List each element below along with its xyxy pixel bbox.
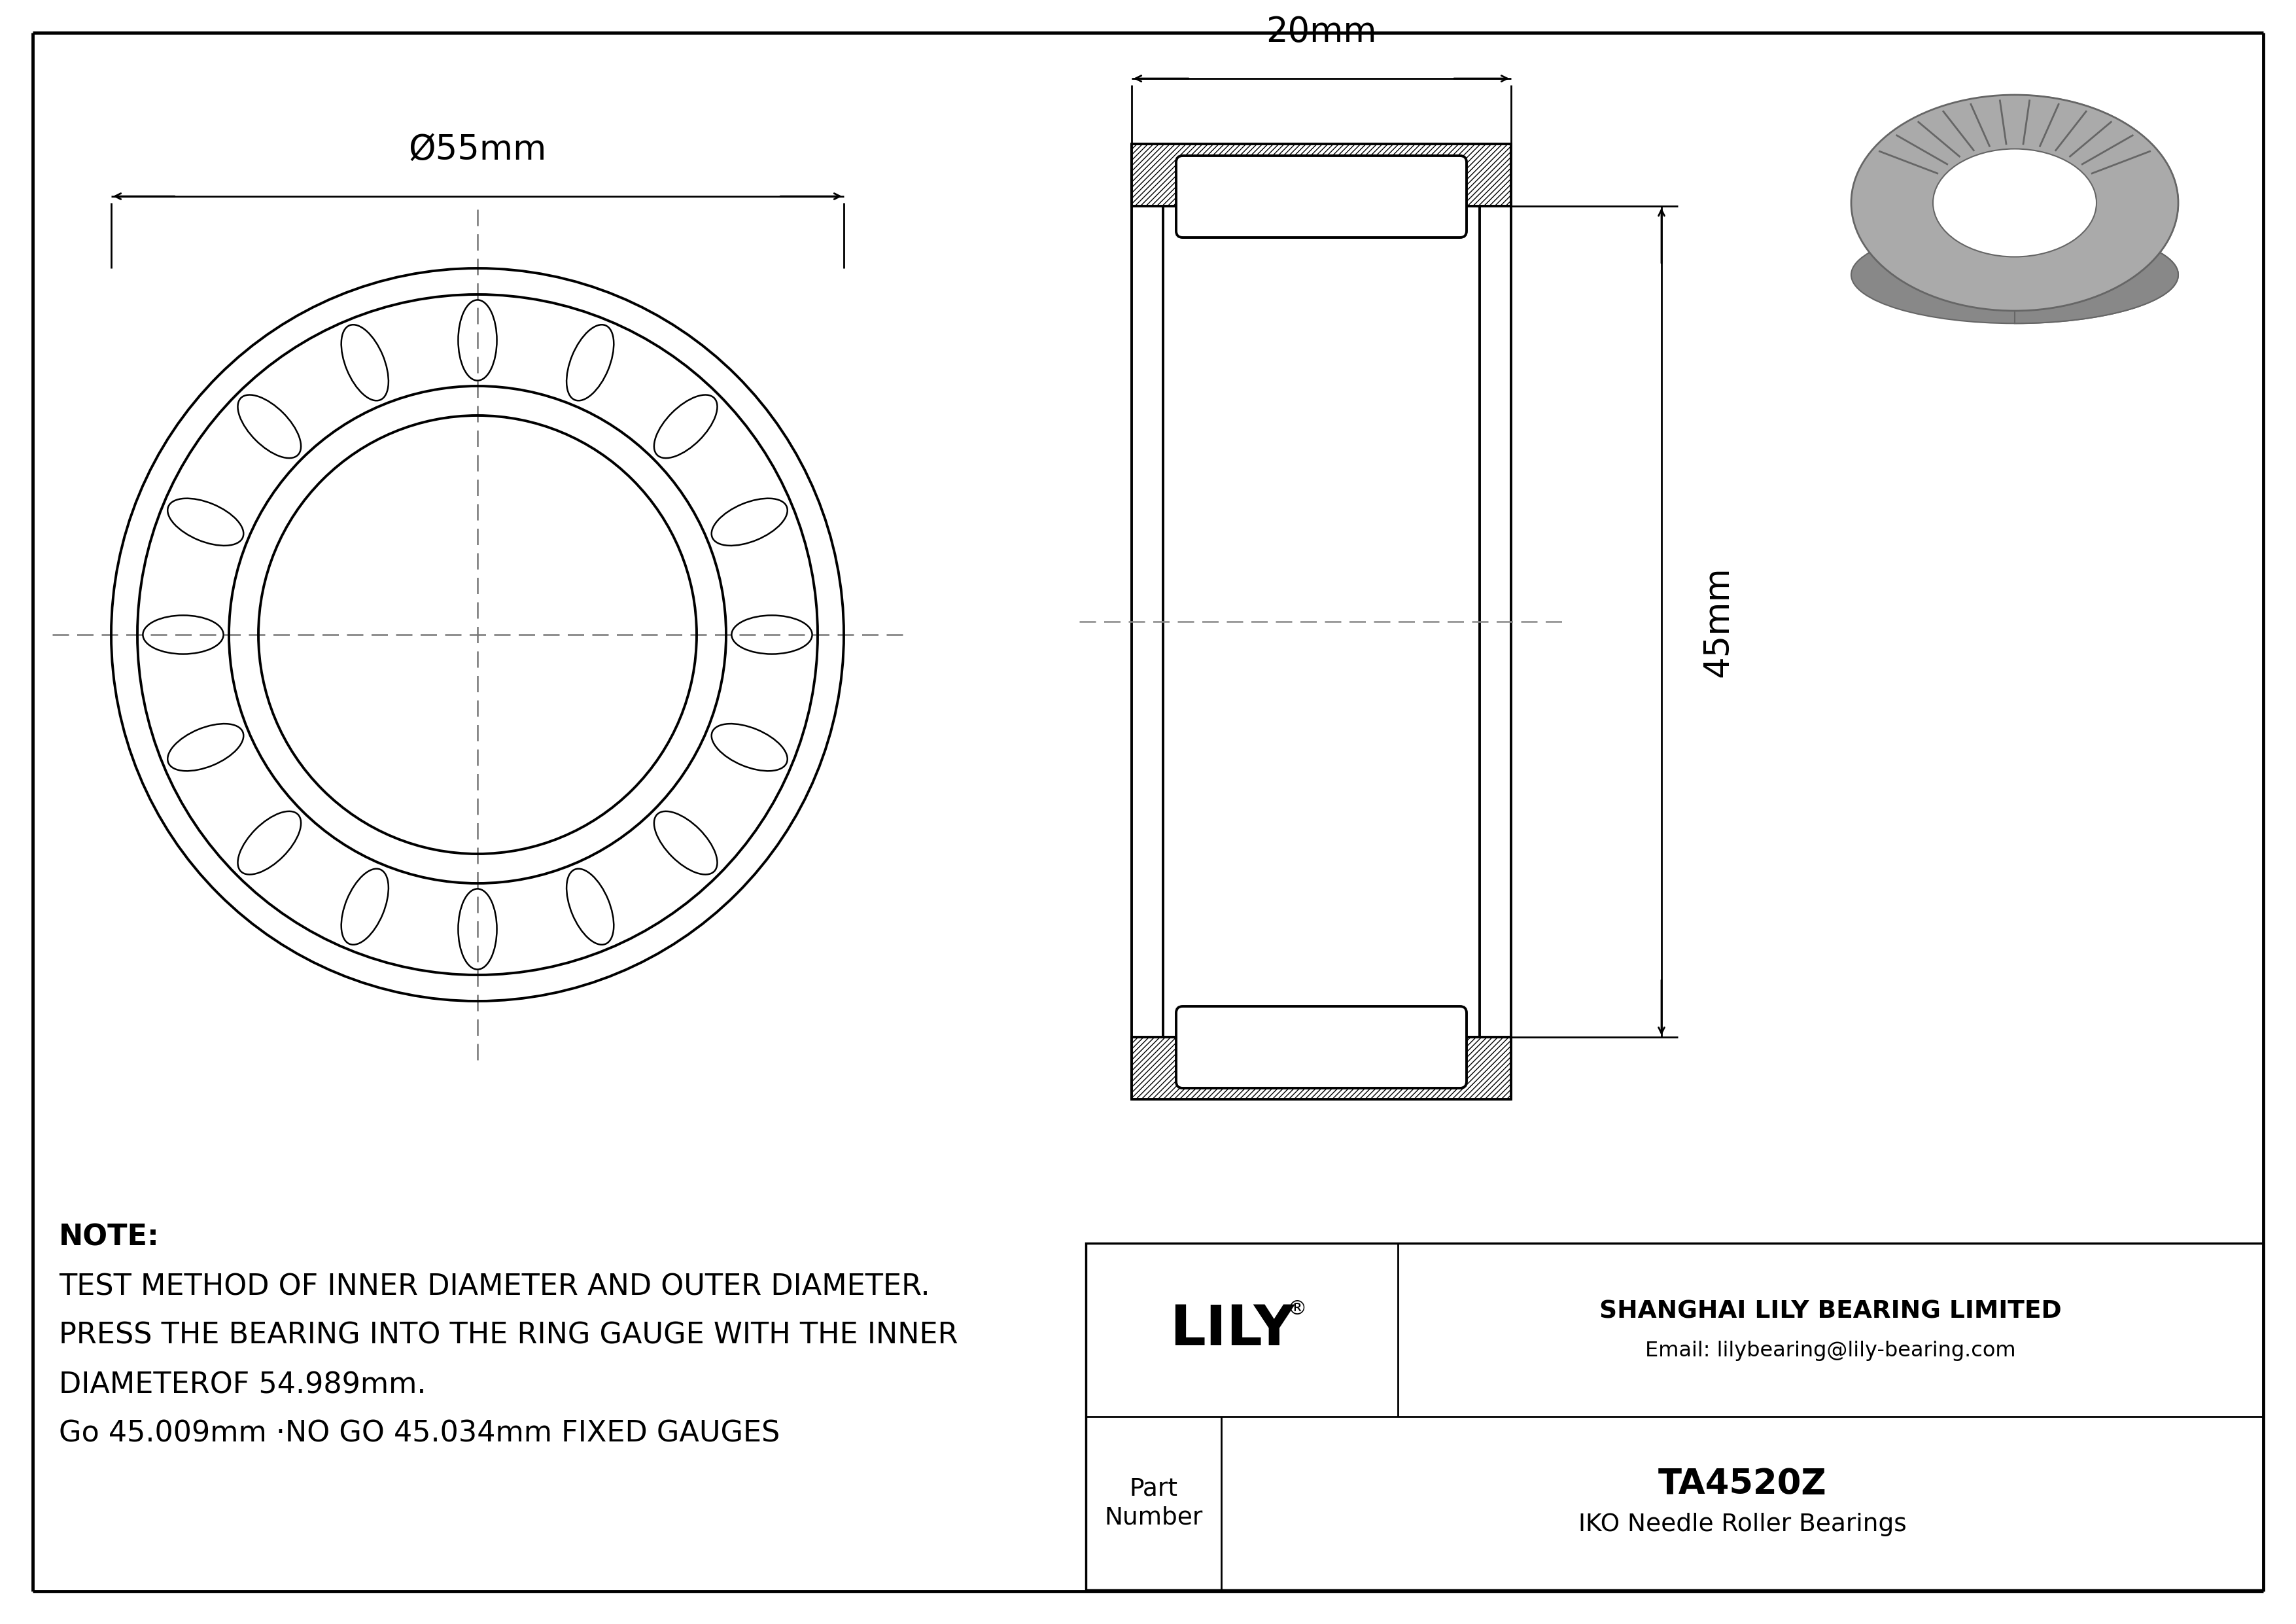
- Text: Number: Number: [1104, 1505, 1203, 1530]
- Text: ®: ®: [1288, 1299, 1306, 1319]
- Ellipse shape: [1933, 250, 2096, 299]
- Text: NOTE:: NOTE:: [60, 1223, 158, 1252]
- FancyBboxPatch shape: [1176, 1007, 1467, 1088]
- Text: DIAMETEROF 54.989mm.: DIAMETEROF 54.989mm.: [60, 1371, 427, 1398]
- Text: TEST METHOD OF INNER DIAMETER AND OUTER DIAMETER.: TEST METHOD OF INNER DIAMETER AND OUTER …: [60, 1273, 930, 1301]
- Text: Go 45.009mm ·NO GO 45.034mm FIXED GAUGES: Go 45.009mm ·NO GO 45.034mm FIXED GAUGES: [60, 1419, 781, 1449]
- Text: 45mm: 45mm: [1701, 567, 1736, 677]
- Ellipse shape: [1851, 226, 2179, 323]
- Bar: [1086, 1244, 2264, 1590]
- Text: Email: lilybearing@lily-bearing.com: Email: lilybearing@lily-bearing.com: [1646, 1341, 2016, 1361]
- Text: 20mm: 20mm: [1265, 15, 1378, 49]
- Bar: [1132, 1038, 1511, 1099]
- Text: PRESS THE BEARING INTO THE RING GAUGE WITH THE INNER: PRESS THE BEARING INTO THE RING GAUGE WI…: [60, 1322, 957, 1350]
- Text: SHANGHAI LILY BEARING LIMITED: SHANGHAI LILY BEARING LIMITED: [1600, 1299, 2062, 1324]
- Polygon shape: [2014, 94, 2179, 323]
- Text: IKO Needle Roller Bearings: IKO Needle Roller Bearings: [1577, 1512, 1906, 1536]
- Text: LILY: LILY: [1169, 1302, 1295, 1358]
- Text: TA4520Z: TA4520Z: [1658, 1466, 1828, 1501]
- FancyBboxPatch shape: [1176, 156, 1467, 237]
- Bar: [1132, 145, 1511, 206]
- Ellipse shape: [1933, 149, 2096, 257]
- Ellipse shape: [1851, 94, 2179, 310]
- Text: Part: Part: [1130, 1478, 1178, 1501]
- Text: Ø55mm: Ø55mm: [409, 133, 546, 167]
